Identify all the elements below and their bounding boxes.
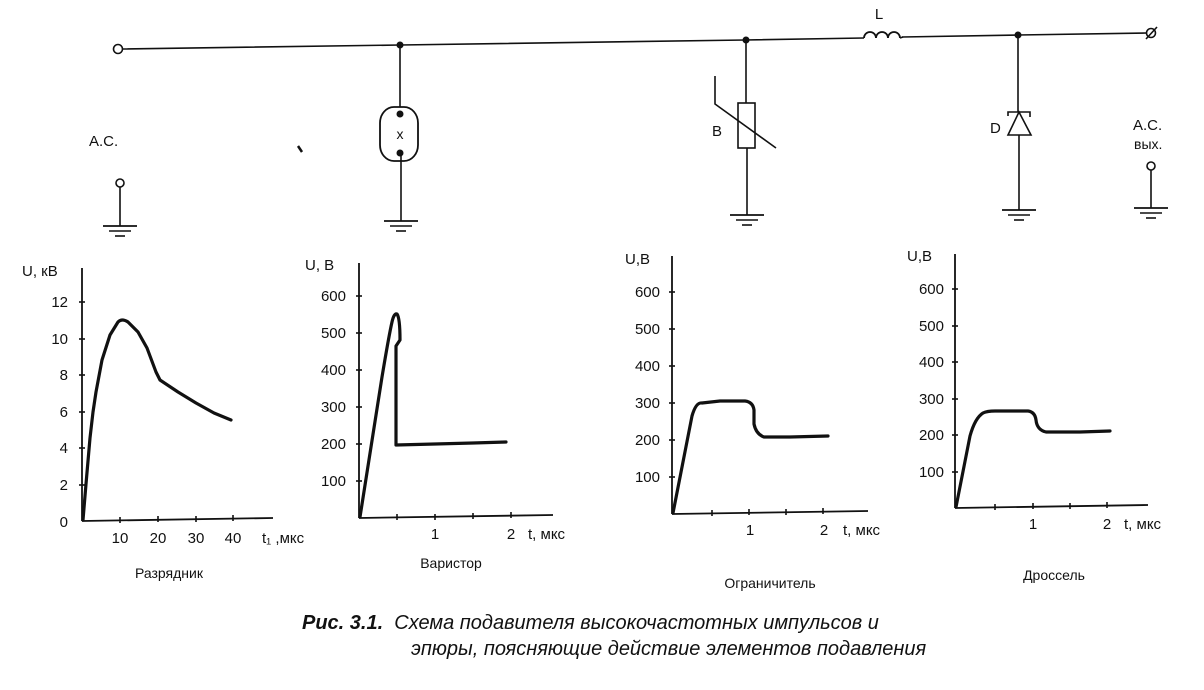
y-axis-label: U, кВ [22,263,58,280]
chart-title: Варистор [420,555,482,571]
svg-text:1: 1 [746,522,754,539]
svg-text:600: 600 [919,281,944,298]
svg-text:300: 300 [919,391,944,408]
y-axis-label: U,В [907,248,932,265]
x-ticks [994,502,1108,510]
y-axis-label: U,В [625,251,650,268]
x-axis-label: t₁ ,мкс [262,530,305,547]
x-ticks [711,508,824,516]
svg-text:600: 600 [321,288,346,305]
chart-title: Разрядник [135,565,204,581]
inductor-icon [863,31,904,39]
input-label: A.C. [89,133,118,150]
suppressor-diode-icon [1006,110,1033,136]
svg-text:20: 20 [150,530,167,547]
x-axis [671,510,869,515]
y-ticks [79,301,85,486]
svg-text:300: 300 [321,399,346,416]
svg-text:200: 200 [919,427,944,444]
svg-text:600: 600 [635,284,660,301]
y-ticks [356,295,362,482]
output-terminal-icon [1145,26,1158,40]
svg-text:40: 40 [225,530,242,547]
main-bus-wire-right [901,32,1148,38]
waveform-choke [954,409,1112,509]
ground-icon [730,214,764,226]
svg-text:200: 200 [635,432,660,449]
chart-arrester: U, кВ 12 10 8 6 4 2 0 10 20 30 40 t₁ ,мк… [22,263,305,581]
y-ticks [952,288,958,473]
x-ticks [119,515,234,523]
svg-text:200: 200 [321,436,346,453]
chart-title: Ограничитель [724,575,815,591]
svg-text:300: 300 [635,395,660,412]
ground-icon [1002,209,1036,221]
x-axis-label: t, мкс [1124,516,1162,533]
waveform-varistor [358,312,508,519]
x-axis [954,504,1149,509]
svg-text:6: 6 [60,404,68,421]
svg-text:1: 1 [431,526,439,543]
ground-icon [1134,207,1168,219]
svg-text:12: 12 [51,294,68,311]
arrester-label: x [397,126,404,142]
waveform-arrester [81,318,233,522]
svg-text:10: 10 [51,331,68,348]
svg-text:500: 500 [321,325,346,342]
x-axis [358,514,554,519]
caption-line-1: Рис. 3.1. Схема подавителя высокочастотн… [302,612,879,635]
svg-text:2: 2 [820,522,828,539]
figure-number: Рис. 3.1. [302,612,384,634]
svg-text:8: 8 [60,367,68,384]
svg-text:400: 400 [635,358,660,375]
y-axis-label: U, В [305,257,334,274]
chart-varistor: U, В 600 500 400 300 200 100 1 2 t, мкс … [305,257,566,571]
svg-text:10: 10 [112,530,129,547]
svg-text:2: 2 [1103,516,1111,533]
output-label-line1: A.C. [1133,117,1162,134]
x-axis-label: t, мкс [843,522,881,539]
waveform-limiter [671,399,830,515]
chart-choke: U,В 600 500 400 300 200 100 1 2 t, мкс Д… [907,248,1162,583]
ground-icon [384,220,418,232]
inductor-label: L [875,6,883,23]
svg-text:30: 30 [188,530,205,547]
svg-text:400: 400 [919,354,944,371]
input-ground-terminal [115,178,125,226]
caption-text-1: Схема подавителя высокочастотных импульс… [394,612,879,634]
main-bus-wire [121,37,865,50]
chart-title: Дроссель [1023,567,1085,583]
output-ground-terminal [1146,161,1156,208]
svg-text:1: 1 [1029,516,1037,533]
svg-text:100: 100 [635,469,660,486]
caption-line-2: эпюры, поясняющие действие элементов под… [411,638,926,661]
svg-text:100: 100 [919,464,944,481]
scan-artifact [296,145,304,153]
schematic: A.C. x B [89,6,1168,237]
gas-arrester-icon: x [379,106,419,162]
caption-text-2: эпюры, поясняющие действие элементов под… [411,638,927,660]
varistor-label: B [712,123,722,140]
svg-text:4: 4 [60,440,68,457]
svg-text:2: 2 [507,526,515,543]
x-axis-label: t, мкс [528,526,566,543]
svg-text:500: 500 [635,321,660,338]
diode-label: D [990,120,1001,137]
ground-icon [103,225,137,237]
input-terminal-icon [112,43,124,55]
x-ticks [396,512,512,520]
svg-text:2: 2 [60,477,68,494]
svg-text:100: 100 [321,473,346,490]
svg-text:400: 400 [321,362,346,379]
output-label-line2: вых. [1134,136,1162,152]
chart-limiter: U,В 600 500 400 300 200 100 1 2 t, мкс О… [625,251,881,591]
svg-text:500: 500 [919,318,944,335]
y-ticks [669,291,675,478]
x-axis [81,517,274,522]
svg-text:0: 0 [60,514,68,531]
